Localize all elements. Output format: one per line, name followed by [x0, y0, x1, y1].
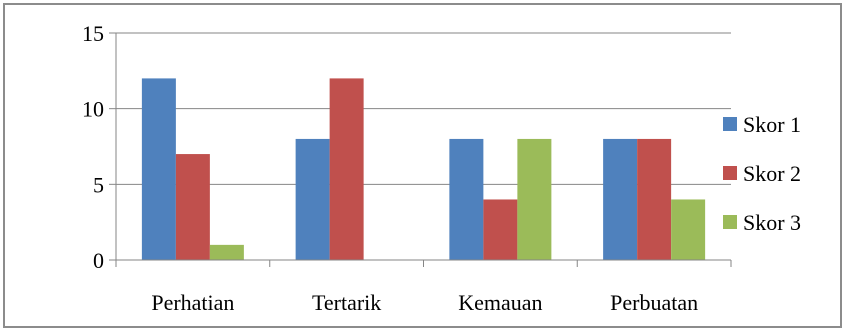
x-category-labels: Perhatian Tertarik Kemauan Perbuatan	[151, 290, 698, 315]
legend-label: Skor 2	[743, 161, 801, 186]
legend-label: Skor 1	[743, 112, 801, 137]
bar	[141, 78, 176, 261]
y-tick-label: 15	[82, 21, 104, 46]
x-category-label: Perhatian	[151, 290, 234, 315]
bar	[603, 138, 638, 260]
bar	[295, 138, 330, 260]
axes	[109, 32, 732, 267]
legend-swatch	[723, 166, 737, 180]
legend: Skor 1 Skor 2 Skor 3	[723, 112, 801, 235]
legend-label: Skor 3	[743, 210, 801, 235]
y-tick-label: 0	[93, 248, 104, 273]
legend-swatch	[723, 117, 737, 131]
x-category-label: Kemauan	[458, 290, 542, 315]
x-category-label: Perbuatan	[610, 290, 698, 315]
bar	[329, 78, 364, 261]
x-category-label: Tertarik	[312, 290, 381, 315]
bar	[483, 199, 518, 260]
bar	[637, 138, 672, 260]
bar	[175, 154, 210, 260]
bars-group	[141, 78, 706, 261]
bar	[209, 244, 244, 260]
legend-swatch	[723, 215, 737, 229]
y-tick-labels: 0 5 10 15	[82, 21, 104, 273]
bar	[671, 199, 706, 260]
bar	[517, 138, 552, 260]
y-tick-label: 5	[93, 172, 104, 197]
y-tick-label: 10	[82, 97, 104, 122]
bar	[449, 138, 484, 260]
